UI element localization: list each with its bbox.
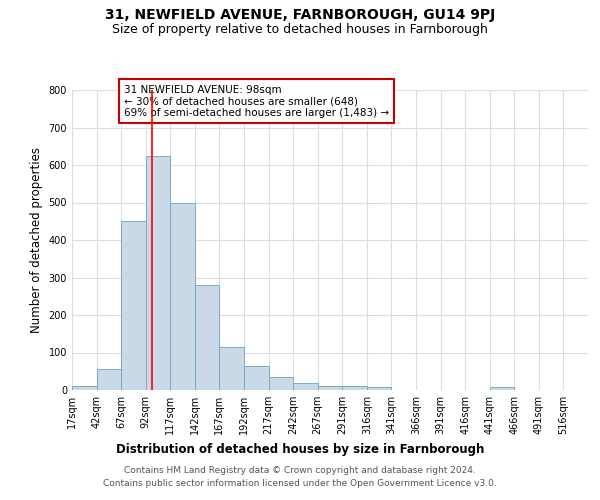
Bar xyxy=(490,388,514,390)
Text: 31, NEWFIELD AVENUE, FARNBOROUGH, GU14 9PJ: 31, NEWFIELD AVENUE, FARNBOROUGH, GU14 9… xyxy=(105,8,495,22)
Y-axis label: Number of detached properties: Number of detached properties xyxy=(30,147,43,333)
Bar xyxy=(72,386,97,390)
Bar xyxy=(269,377,293,390)
Bar xyxy=(97,370,121,390)
Bar xyxy=(293,382,318,390)
Bar xyxy=(342,386,367,390)
Text: Size of property relative to detached houses in Farnborough: Size of property relative to detached ho… xyxy=(112,22,488,36)
Bar xyxy=(367,387,391,390)
Bar xyxy=(170,202,195,390)
Text: 31 NEWFIELD AVENUE: 98sqm
← 30% of detached houses are smaller (648)
69% of semi: 31 NEWFIELD AVENUE: 98sqm ← 30% of detac… xyxy=(124,84,389,118)
Text: Distribution of detached houses by size in Farnborough: Distribution of detached houses by size … xyxy=(116,442,484,456)
Bar xyxy=(244,366,269,390)
Bar xyxy=(220,347,244,390)
Bar xyxy=(318,386,342,390)
Text: Contains HM Land Registry data © Crown copyright and database right 2024.
Contai: Contains HM Land Registry data © Crown c… xyxy=(103,466,497,487)
Bar xyxy=(146,156,170,390)
Bar xyxy=(195,285,220,390)
Bar xyxy=(121,221,146,390)
